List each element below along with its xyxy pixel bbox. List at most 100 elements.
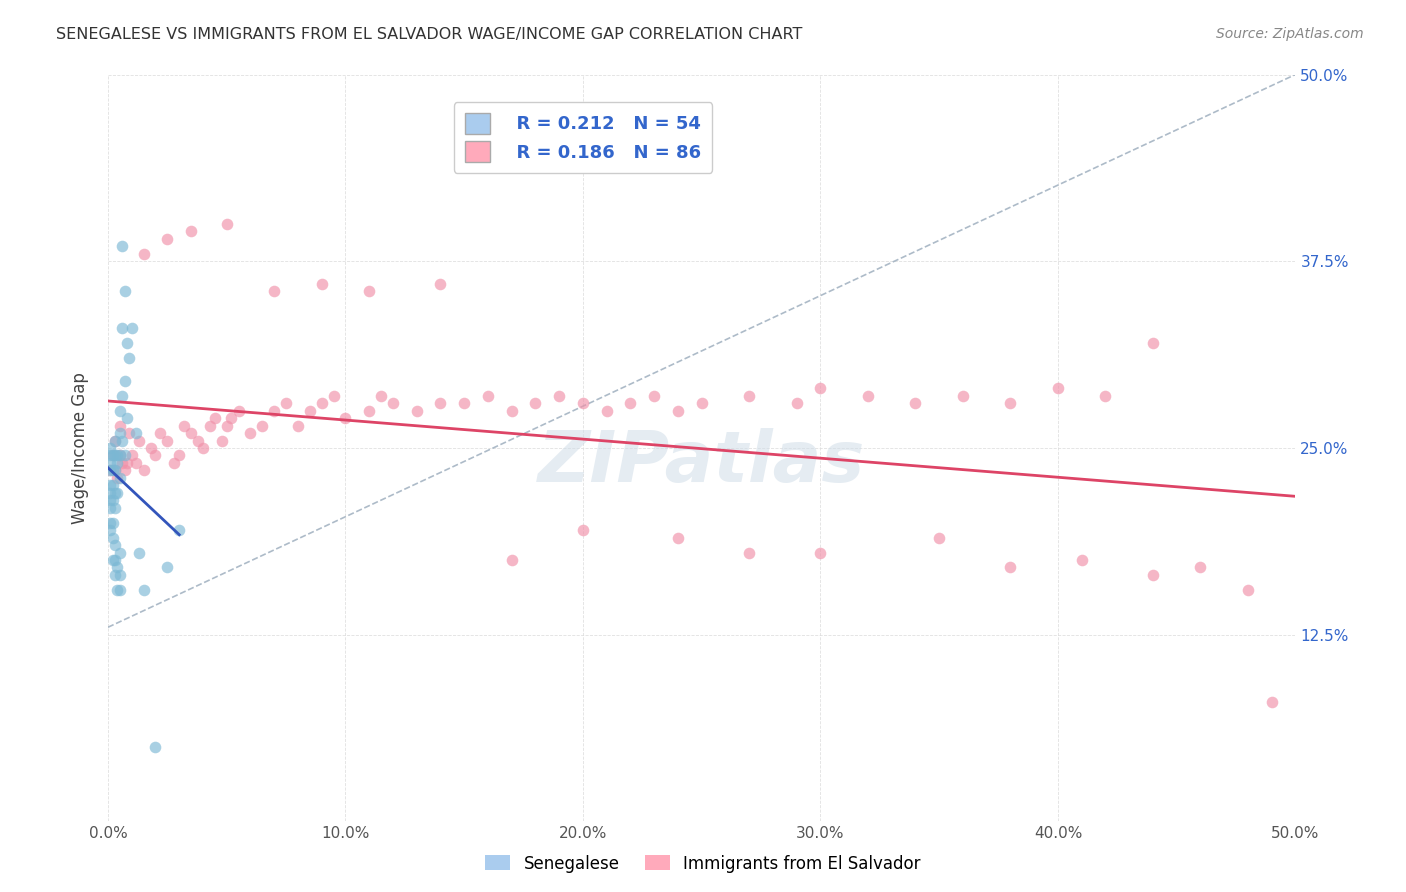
Point	[108, 425, 131, 440]
Point	[359, 403, 381, 417]
Point	[98, 441, 121, 455]
Point	[111, 456, 134, 470]
Point	[114, 463, 136, 477]
Point	[104, 449, 127, 463]
Point	[108, 545, 131, 559]
Point	[1237, 582, 1260, 597]
Point	[101, 463, 124, 477]
Point	[1070, 553, 1092, 567]
Point	[810, 381, 832, 395]
Point	[115, 336, 138, 351]
Point	[111, 389, 134, 403]
Point	[215, 418, 238, 433]
Point	[104, 485, 127, 500]
Point	[145, 739, 167, 754]
Point	[548, 389, 571, 403]
Point	[128, 434, 150, 448]
Point	[429, 396, 451, 410]
Point	[904, 396, 927, 410]
Point	[118, 425, 141, 440]
Point	[121, 321, 143, 335]
Point	[104, 568, 127, 582]
Point	[114, 284, 136, 298]
Point	[359, 284, 381, 298]
Point	[405, 403, 427, 417]
Point	[167, 449, 190, 463]
Point	[786, 396, 808, 410]
Point	[121, 449, 143, 463]
Point	[524, 396, 547, 410]
Point	[1000, 396, 1022, 410]
Point	[1142, 568, 1164, 582]
Point	[104, 553, 127, 567]
Point	[287, 418, 309, 433]
Point	[149, 425, 172, 440]
Point	[145, 449, 167, 463]
Y-axis label: Wage/Income Gap: Wage/Income Gap	[72, 372, 89, 524]
Point	[810, 545, 832, 559]
Point	[108, 418, 131, 433]
Point	[108, 449, 131, 463]
Point	[107, 456, 129, 470]
Point	[180, 425, 202, 440]
Point	[690, 396, 713, 410]
Legend: Senegalese, Immigrants from El Salvador: Senegalese, Immigrants from El Salvador	[479, 848, 927, 880]
Point	[298, 403, 321, 417]
Point	[167, 523, 190, 537]
Point	[263, 284, 285, 298]
Point	[619, 396, 641, 410]
Point	[311, 277, 333, 291]
Point	[107, 560, 129, 574]
Point	[101, 449, 124, 463]
Point	[98, 516, 121, 530]
Point	[221, 411, 243, 425]
Point	[501, 553, 523, 567]
Point	[738, 545, 761, 559]
Point	[101, 531, 124, 545]
Point	[108, 471, 131, 485]
Point	[239, 425, 262, 440]
Point	[501, 403, 523, 417]
Point	[132, 582, 155, 597]
Point	[101, 449, 124, 463]
Point	[118, 351, 141, 366]
Point	[180, 224, 202, 238]
Point	[104, 434, 127, 448]
Point	[132, 247, 155, 261]
Point	[477, 389, 499, 403]
Point	[98, 463, 121, 477]
Point	[98, 449, 121, 463]
Point	[107, 485, 129, 500]
Point	[104, 434, 127, 448]
Point	[101, 516, 124, 530]
Point	[156, 560, 179, 574]
Point	[104, 538, 127, 552]
Point	[111, 434, 134, 448]
Point	[572, 523, 595, 537]
Point	[107, 449, 129, 463]
Point	[125, 425, 148, 440]
Point	[370, 389, 392, 403]
Point	[104, 463, 127, 477]
Point	[98, 493, 121, 508]
Point	[125, 456, 148, 470]
Point	[274, 396, 297, 410]
Point	[98, 463, 121, 477]
Point	[156, 434, 179, 448]
Point	[928, 531, 950, 545]
Point	[98, 500, 121, 515]
Point	[128, 545, 150, 559]
Point	[204, 411, 226, 425]
Point	[1046, 381, 1069, 395]
Point	[108, 568, 131, 582]
Point	[101, 478, 124, 492]
Text: Source: ZipAtlas.com: Source: ZipAtlas.com	[1216, 27, 1364, 41]
Point	[215, 217, 238, 231]
Point	[98, 478, 121, 492]
Point	[311, 396, 333, 410]
Point	[738, 389, 761, 403]
Point	[322, 389, 344, 403]
Point	[104, 500, 127, 515]
Point	[156, 232, 179, 246]
Point	[107, 582, 129, 597]
